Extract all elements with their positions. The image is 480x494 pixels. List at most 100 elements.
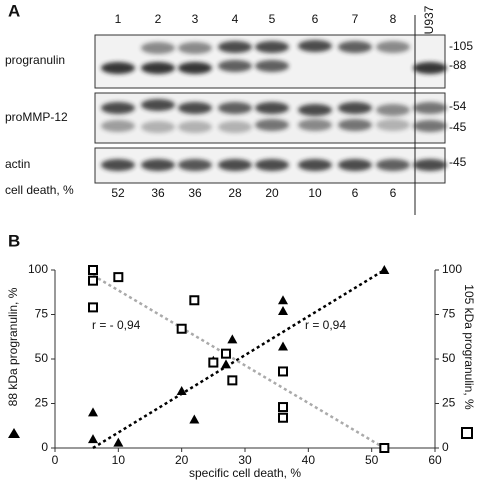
point [379,443,390,453]
mw-marker: -88 [449,58,467,72]
point [278,412,288,423]
x-tick-label: 20 [175,453,189,467]
point [278,341,288,351]
blot-band [101,120,135,132]
x-tick-label: 30 [238,453,252,467]
point [227,334,238,344]
point [208,357,219,368]
blot-band [298,104,332,116]
lane-label: 7 [352,12,359,26]
blot-band [178,42,212,54]
point [278,305,288,315]
blot-band [101,62,135,74]
blot-band [376,41,410,53]
blot-band [218,159,252,171]
x-tick-label: 10 [112,453,126,467]
row-label: actin [5,157,30,171]
blot-band [298,40,332,52]
blot-band [178,102,212,114]
y2-tick-label: 100 [442,262,462,276]
point [113,272,124,283]
blot-band [255,159,289,171]
point [88,434,98,444]
y-tick-label: 75 [35,307,49,321]
blot-band [413,102,447,114]
y-axis-label: 88 kDa progranulin, % [6,287,20,406]
blot-band [141,42,175,54]
blot-band [338,119,372,131]
blot-band [101,159,135,171]
y2-tick-label: 25 [442,396,456,410]
cell-death-value: 6 [352,186,359,200]
point [278,402,288,413]
point [88,407,98,417]
blot-band [413,62,447,74]
point [379,265,390,274]
row-label: cell death, % [5,183,74,197]
blot-band [255,119,289,131]
x-tick-label: 0 [52,453,59,467]
lane-label: 4 [232,12,239,26]
legend-icon [461,427,473,439]
fit-line [92,274,385,450]
lane-label: 8 [390,12,397,26]
y-tick-label: 0 [41,440,48,454]
panel-label: B [8,231,20,250]
blot-band [178,159,212,171]
blot-band [376,159,410,171]
blot-band [413,159,447,171]
blot-band [141,62,175,74]
y-tick-label: 50 [35,351,49,365]
y2-axis-label: 105 kDa progranulin, % [462,284,476,410]
point [88,265,98,275]
blot-band [338,159,372,171]
point [189,295,200,306]
blot-band [338,102,372,114]
annotation: r = 0,94 [305,318,346,332]
point [221,359,231,369]
lane-label: U937 [422,5,436,34]
point [176,386,187,396]
point [113,437,124,447]
point [278,366,288,377]
lane-label: 1 [115,12,122,26]
point [88,275,98,286]
blot-band [218,41,252,53]
blot-band [141,159,175,171]
blot-band [141,121,175,133]
blot-band [255,102,289,114]
blot-band [298,159,332,171]
blot-band [298,119,332,131]
cell-death-value: 52 [111,186,125,200]
blot-band [413,120,447,132]
point [88,302,98,313]
point [227,375,238,386]
blot-band [255,60,289,72]
blot-band [376,104,410,116]
point [176,323,187,334]
lane-label: 6 [312,12,319,26]
mw-marker: -54 [449,99,467,113]
blot-band [178,62,212,74]
mw-marker: -45 [449,120,467,134]
y-tick-label: 25 [35,396,49,410]
panel-label: A [8,1,20,20]
cell-death-value: 6 [390,186,397,200]
point [278,295,288,305]
y-tick-label: 100 [28,262,48,276]
mw-marker: -45 [449,155,467,169]
lane-label: 5 [269,12,276,26]
fit-line [92,268,385,450]
x-tick-label: 40 [302,453,316,467]
blot-band [218,102,252,114]
cell-death-value: 36 [188,186,202,200]
blot-band [141,99,175,111]
blot-band [338,41,372,53]
x-axis-label: specific cell death, % [189,466,301,480]
lane-label: 2 [155,12,162,26]
mw-marker: -105 [449,39,473,53]
row-label: progranulin [5,53,65,67]
blot-band [178,121,212,133]
cell-death-value: 36 [151,186,165,200]
cell-death-value: 20 [265,186,279,200]
